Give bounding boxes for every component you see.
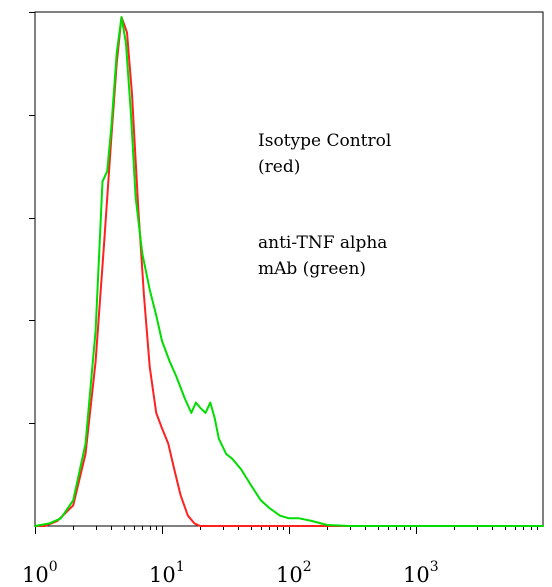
annotation-isotype-control: Isotype Control (red) bbox=[258, 128, 391, 180]
series-line-green bbox=[34, 16, 544, 527]
x-tick-label: 100 bbox=[22, 559, 58, 587]
x-axis-ticks bbox=[35, 526, 538, 534]
annotation-isotype-line1: Isotype Control bbox=[258, 131, 392, 151]
x-axis-tick-labels: 100 101 102 103 bbox=[22, 559, 439, 587]
annotation-anti-tnf: anti-TNF alpha mAb (green) bbox=[258, 230, 387, 282]
annotation-isotype-line2: (red) bbox=[258, 157, 301, 177]
x-tick-label: 101 bbox=[149, 559, 185, 587]
y-axis-ticks bbox=[29, 12, 35, 424]
x-tick-label: 102 bbox=[276, 559, 312, 587]
annotation-anti-tnf-line1: anti-TNF alpha bbox=[258, 233, 388, 253]
annotation-anti-tnf-line2: mAb (green) bbox=[258, 259, 367, 279]
x-tick-label: 103 bbox=[403, 559, 439, 587]
series-layer bbox=[34, 16, 544, 527]
